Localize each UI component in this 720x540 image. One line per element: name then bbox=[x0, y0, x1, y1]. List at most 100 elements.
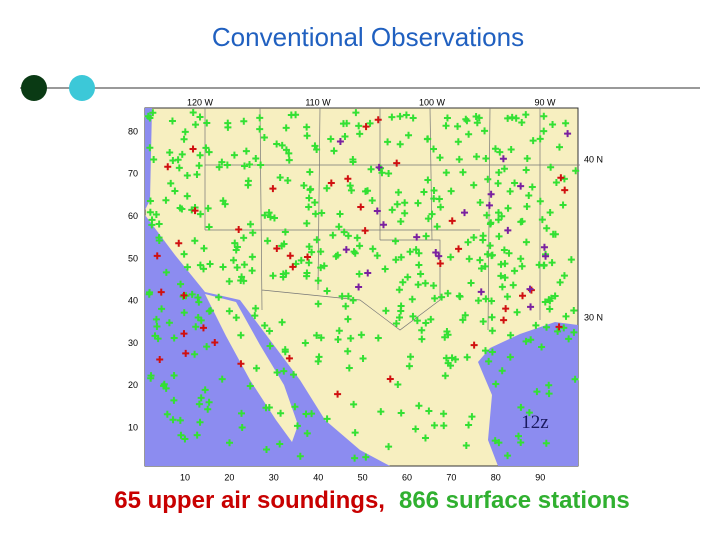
station-marker bbox=[314, 277, 322, 285]
station-marker bbox=[465, 421, 473, 429]
station-marker bbox=[226, 439, 234, 447]
station-marker bbox=[379, 221, 387, 229]
station-marker bbox=[204, 204, 212, 212]
station-marker bbox=[506, 187, 514, 195]
station-marker bbox=[342, 302, 350, 310]
station-marker bbox=[484, 175, 492, 183]
station-marker bbox=[194, 294, 202, 302]
station-marker bbox=[443, 114, 451, 122]
station-marker bbox=[462, 442, 470, 450]
station-marker bbox=[355, 283, 363, 291]
station-marker bbox=[300, 181, 308, 189]
station-marker bbox=[168, 117, 176, 125]
station-marker bbox=[519, 292, 527, 300]
station-marker bbox=[286, 252, 294, 260]
station-marker bbox=[276, 173, 284, 181]
station-marker bbox=[206, 260, 214, 268]
station-marker bbox=[397, 409, 405, 417]
station-marker bbox=[251, 312, 259, 320]
caption: 65 upper air soundings, 866 surface stati… bbox=[114, 487, 630, 514]
station-marker bbox=[336, 138, 344, 146]
station-marker bbox=[249, 229, 257, 237]
station-marker bbox=[488, 327, 496, 335]
station-marker bbox=[405, 362, 413, 370]
station-marker bbox=[146, 288, 154, 296]
station-marker bbox=[430, 282, 438, 290]
station-marker bbox=[442, 169, 450, 177]
station-marker bbox=[305, 194, 313, 202]
station-marker bbox=[361, 227, 369, 235]
station-marker bbox=[270, 214, 278, 222]
station-marker bbox=[170, 334, 178, 342]
station-marker bbox=[357, 331, 365, 339]
station-marker bbox=[164, 163, 172, 171]
station-marker bbox=[327, 135, 335, 143]
station-marker bbox=[180, 250, 188, 258]
station-marker bbox=[149, 109, 157, 117]
station-marker bbox=[218, 158, 226, 166]
grid-row-label: 70 bbox=[128, 169, 138, 179]
station-marker bbox=[189, 145, 197, 153]
station-marker bbox=[156, 355, 164, 363]
station-marker bbox=[491, 145, 499, 153]
station-marker bbox=[509, 281, 517, 289]
grid-col-label: 60 bbox=[402, 472, 412, 482]
station-marker bbox=[547, 163, 555, 171]
station-marker bbox=[506, 353, 514, 361]
station-marker bbox=[517, 255, 525, 263]
station-marker bbox=[170, 372, 178, 380]
station-marker bbox=[314, 300, 322, 308]
station-marker bbox=[397, 218, 405, 226]
station-marker bbox=[415, 249, 423, 257]
station-marker bbox=[155, 237, 163, 245]
station-marker bbox=[467, 279, 475, 287]
station-marker bbox=[463, 353, 471, 361]
station-marker bbox=[192, 323, 200, 331]
station-marker bbox=[303, 132, 311, 140]
station-marker bbox=[479, 236, 487, 244]
station-marker bbox=[260, 134, 268, 142]
station-marker bbox=[459, 316, 467, 324]
station-marker bbox=[323, 287, 331, 295]
station-marker bbox=[570, 306, 578, 314]
station-marker bbox=[297, 256, 305, 264]
station-marker bbox=[153, 322, 161, 330]
station-marker bbox=[567, 256, 575, 264]
station-marker bbox=[528, 183, 536, 191]
station-marker bbox=[205, 398, 213, 406]
station-marker bbox=[350, 248, 358, 256]
station-marker bbox=[562, 312, 570, 320]
station-marker bbox=[170, 396, 178, 404]
station-marker bbox=[280, 367, 288, 375]
station-marker bbox=[305, 259, 313, 267]
station-marker bbox=[504, 452, 512, 460]
station-marker bbox=[485, 357, 493, 365]
station-marker bbox=[487, 219, 495, 227]
station-marker bbox=[335, 327, 343, 335]
station-marker bbox=[240, 234, 248, 242]
station-marker bbox=[413, 233, 421, 241]
station-marker bbox=[540, 243, 548, 251]
station-marker bbox=[355, 122, 363, 130]
baja bbox=[205, 294, 298, 442]
station-marker bbox=[364, 269, 372, 277]
station-marker bbox=[511, 179, 519, 187]
station-marker bbox=[425, 407, 433, 415]
station-marker bbox=[205, 307, 213, 315]
station-marker bbox=[205, 148, 213, 156]
station-marker bbox=[501, 274, 509, 282]
grid-row-label: 40 bbox=[128, 296, 138, 306]
station-marker bbox=[497, 260, 505, 268]
station-marker bbox=[432, 248, 440, 256]
station-marker bbox=[424, 215, 432, 223]
station-marker bbox=[555, 143, 563, 151]
station-marker bbox=[470, 341, 478, 349]
station-marker bbox=[246, 382, 254, 390]
station-marker bbox=[242, 147, 250, 155]
station-marker bbox=[284, 177, 292, 185]
station-marker bbox=[200, 265, 208, 273]
station-marker bbox=[560, 272, 568, 280]
station-marker bbox=[285, 156, 293, 164]
station-marker bbox=[146, 197, 154, 205]
station-marker bbox=[491, 437, 499, 445]
